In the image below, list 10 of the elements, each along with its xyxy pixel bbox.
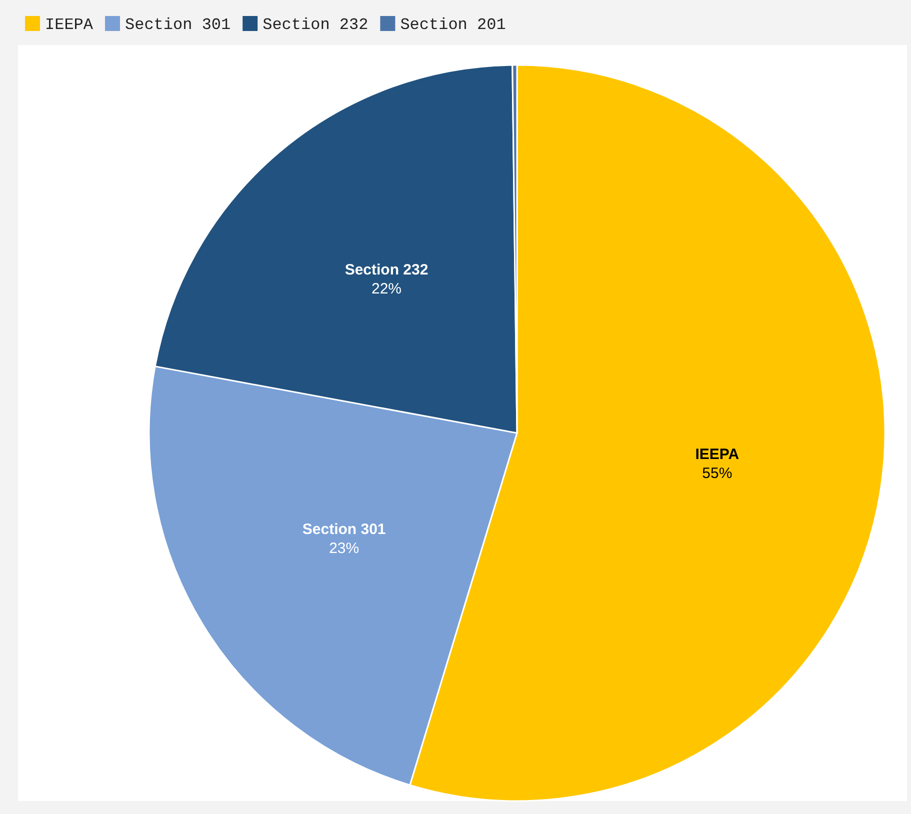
legend-label: IEEPA [45,16,94,34]
data-label: 22% [372,280,402,298]
slice-label: Section 232 [344,261,428,278]
data-label: 55% [702,464,732,482]
legend-label: Section 201 [400,16,506,34]
slice-label: Section 301 [302,521,386,538]
data-label: 23% [329,540,360,558]
legend-label: Section 232 [262,16,368,34]
legend-label: Section 301 [125,16,231,34]
slice-label: IEEPA [695,446,740,463]
